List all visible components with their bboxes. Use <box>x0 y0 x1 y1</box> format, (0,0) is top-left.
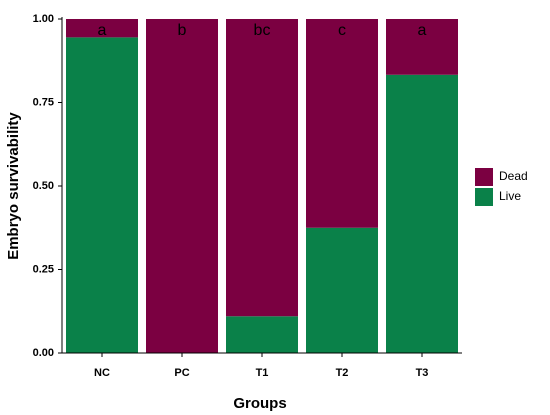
x-axis-title: Groups <box>233 395 286 412</box>
x-tick-label: PC <box>174 367 189 379</box>
annotation: bc <box>254 22 271 39</box>
x-tick-label: NC <box>94 367 110 379</box>
y-axis-title: Embryo survivability <box>5 112 22 260</box>
bar-segment <box>66 37 138 354</box>
bar-segment <box>306 19 378 228</box>
annotation: b <box>178 22 187 39</box>
annotation: c <box>338 22 346 39</box>
y-tick-label: 0.00 <box>33 347 54 359</box>
x-tick-label: T2 <box>336 367 349 379</box>
bar-segment <box>386 19 458 75</box>
annotation: a <box>418 22 427 39</box>
y-tick-label: 0.25 <box>33 263 54 275</box>
bar-segment <box>66 19 138 38</box>
legend-swatch <box>475 188 493 206</box>
y-tick-label: 0.50 <box>33 180 54 192</box>
y-tick-label: 0.75 <box>33 96 54 108</box>
y-tick-label: 1.00 <box>33 13 54 25</box>
bar-segment <box>386 74 458 353</box>
x-tick-label: T3 <box>416 367 429 379</box>
bar-segment <box>226 19 298 317</box>
x-tick-label: T1 <box>256 367 269 379</box>
legend-swatch <box>475 168 493 186</box>
annotation: a <box>98 22 107 39</box>
legend-label: Live <box>499 189 521 203</box>
bar-segment <box>226 316 298 353</box>
bar-segment <box>146 19 218 353</box>
legend-label: Dead <box>499 169 528 183</box>
bar-segment <box>306 227 378 353</box>
